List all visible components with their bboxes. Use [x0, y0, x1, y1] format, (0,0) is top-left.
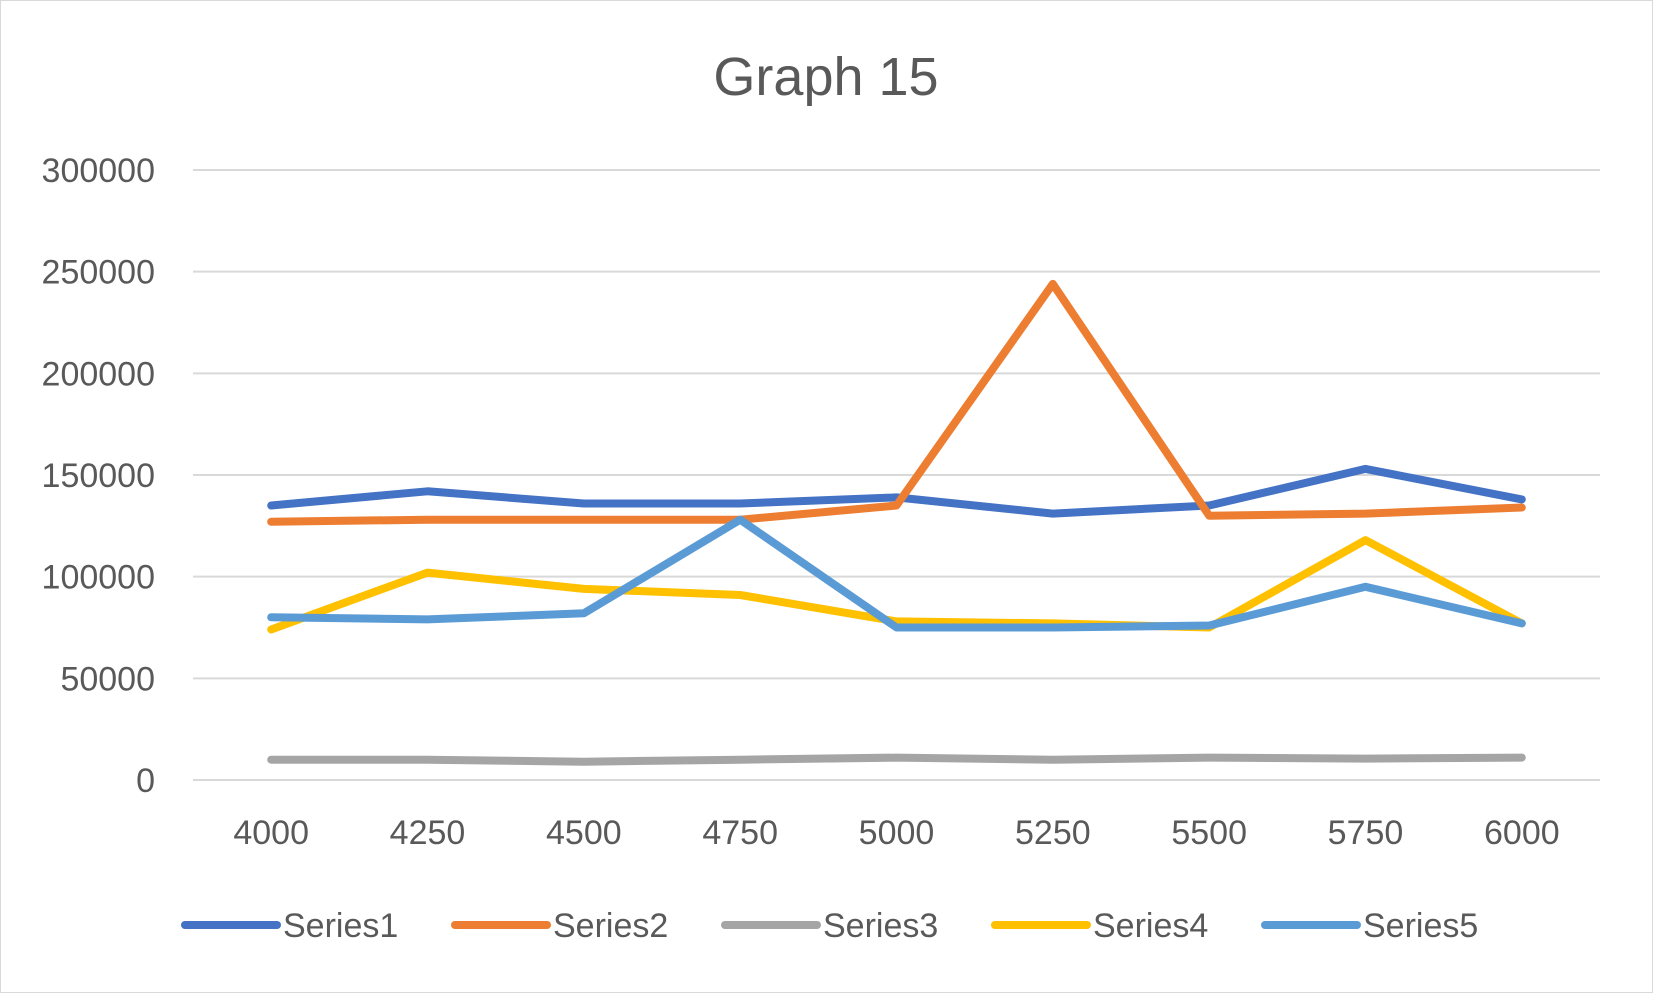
series-lines: [267, 279, 1526, 766]
legend-item-series2: Series2: [451, 907, 668, 945]
x-tick-label: 5500: [1171, 814, 1247, 852]
x-tick-label: 5750: [1328, 814, 1404, 852]
series-line-series2: [267, 279, 1526, 526]
y-tick-label: 300000: [42, 152, 155, 190]
series-line-series3: [267, 753, 1526, 766]
legend-label: Series4: [1093, 907, 1208, 945]
x-tick-label: 4500: [546, 814, 622, 852]
gridlines: [193, 169, 1600, 781]
y-tick-label: 50000: [60, 660, 155, 698]
legend-item-series3: Series3: [721, 907, 938, 945]
x-tick-label: 4750: [702, 814, 778, 852]
x-tick-label: 4250: [390, 814, 466, 852]
y-tick-label: 250000: [42, 254, 155, 292]
legend-label: Series3: [823, 907, 938, 945]
legend-label: Series1: [283, 907, 398, 945]
y-tick-label: 150000: [42, 457, 155, 495]
legend-item-series4: Series4: [991, 907, 1208, 945]
y-axis-ticks: 0 50000 100000 150000 200000 250000 300000: [42, 152, 155, 800]
chart-title: Graph 15: [713, 47, 938, 107]
y-tick-label: 0: [136, 762, 155, 800]
legend: Series1 Series2 Series3 Series4 Series5: [181, 907, 1478, 945]
x-axis-ticks: 4000 4250 4500 4750 5000 5250 5500 5750 6000: [233, 814, 1559, 852]
legend-item-series1: Series1: [181, 907, 398, 945]
y-tick-label: 100000: [42, 559, 155, 597]
legend-item-series5: Series5: [1261, 907, 1478, 945]
x-tick-label: 4000: [233, 814, 309, 852]
legend-label: Series5: [1363, 907, 1478, 945]
y-tick-label: 200000: [42, 355, 155, 393]
x-tick-label: 5000: [859, 814, 935, 852]
x-tick-label: 5250: [1015, 814, 1091, 852]
legend-label: Series2: [553, 907, 668, 945]
x-tick-label: 6000: [1484, 814, 1560, 852]
